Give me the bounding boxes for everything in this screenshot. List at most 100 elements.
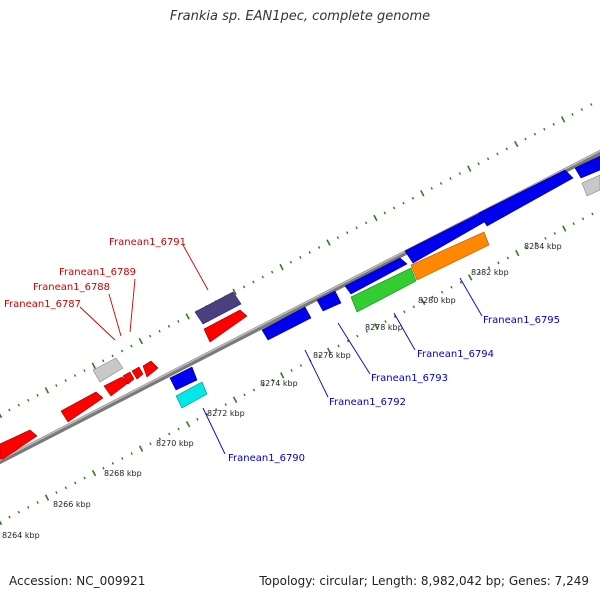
- minor-tick: [177, 427, 180, 431]
- gene-label-franean1-6793[interactable]: Franean1_6793: [371, 373, 448, 384]
- gene-arrow-red[interactable]: [131, 366, 144, 380]
- gene-arrow-red[interactable]: [122, 371, 135, 385]
- gene-arrow-red[interactable]: [0, 429, 38, 460]
- gene-label-franean1-6794[interactable]: Franean1_6794: [417, 349, 494, 360]
- minor-tick: [337, 344, 340, 348]
- gene-arrow-red[interactable]: [203, 309, 248, 343]
- minor-tick: [505, 147, 509, 151]
- major-tick: [562, 225, 567, 232]
- gene-label-franean1-6792[interactable]: Franean1_6792: [329, 397, 406, 408]
- gene-arrow-navy[interactable]: [194, 291, 242, 325]
- major-tick: [279, 263, 284, 271]
- gene-arrow-blue[interactable]: [344, 257, 408, 295]
- kbp-label: 8266 kbp: [53, 500, 91, 509]
- minor-tick: [336, 236, 340, 240]
- gene-label-franean1-6787[interactable]: Franean1_6787: [4, 299, 81, 310]
- minor-tick: [271, 378, 274, 382]
- gene-label-franean1-6791[interactable]: Franean1_6791: [109, 237, 186, 248]
- gene-label-franean1-6790[interactable]: Franean1_6790: [228, 453, 305, 464]
- minor-tick: [111, 461, 115, 465]
- minor-tick: [308, 250, 311, 254]
- genome-stats-text: Topology: circular; Length: 8,982,042 bp…: [259, 574, 589, 588]
- minor-tick: [167, 324, 171, 328]
- gene-arrow-grey[interactable]: [92, 357, 124, 383]
- minor-tick: [168, 432, 171, 436]
- gene-arrow-red[interactable]: [142, 360, 159, 378]
- minor-tick: [243, 393, 246, 397]
- lower-tick-track: [0, 212, 594, 526]
- major-tick: [0, 413, 3, 419]
- map-title: Frankia sp. EAN1pec, complete genome: [169, 9, 431, 24]
- minor-tick: [8, 515, 11, 519]
- minor-tick: [384, 320, 387, 323]
- minor-tick: [252, 280, 255, 284]
- gene-label-franean1-6795[interactable]: Franean1_6795: [483, 315, 560, 326]
- gene-arrow-orange[interactable]: [410, 231, 490, 281]
- upper-tick-track: [0, 103, 593, 419]
- major-tick: [420, 190, 425, 197]
- minor-tick: [525, 246, 528, 250]
- major-tick: [467, 274, 473, 281]
- kbp-label: 8272 kbp: [207, 409, 245, 418]
- minor-tick: [458, 172, 462, 175]
- gene-arrow-blue[interactable]: [261, 306, 312, 341]
- minor-tick: [581, 217, 585, 221]
- gene-arrow-red[interactable]: [60, 391, 104, 423]
- minor-tick: [543, 127, 546, 131]
- gene-label-franean1-6789[interactable]: Franean1_6789: [59, 267, 136, 278]
- gene-arrow-blue[interactable]: [478, 169, 574, 227]
- major-tick: [91, 362, 97, 369]
- kbp-label: 8274 kbp: [260, 379, 298, 388]
- kbp-label: 8282 kbp: [471, 268, 509, 277]
- minor-tick: [205, 412, 209, 416]
- minor-tick: [111, 354, 114, 358]
- minor-tick: [450, 285, 453, 289]
- minor-tick: [17, 510, 21, 514]
- minor-tick: [317, 246, 321, 249]
- minor-tick: [261, 275, 264, 279]
- minor-tick: [318, 354, 321, 358]
- minor-tick: [364, 221, 368, 225]
- minor-tick: [487, 266, 491, 270]
- gene-arrow-cyan[interactable]: [175, 381, 208, 409]
- gene-arrow-blue[interactable]: [316, 290, 342, 312]
- minor-tick: [121, 457, 124, 460]
- minor-tick: [356, 334, 359, 338]
- major-tick: [232, 288, 237, 296]
- minor-tick: [496, 152, 499, 156]
- gene-arrow-grey[interactable]: [581, 174, 600, 197]
- minor-tick: [552, 122, 555, 126]
- gene-arrow-red[interactable]: [103, 376, 129, 397]
- minor-tick: [64, 379, 67, 382]
- gene-arrow-blue[interactable]: [574, 155, 600, 179]
- minor-tick: [102, 359, 105, 363]
- minor-tick: [130, 452, 133, 455]
- minor-tick: [544, 236, 547, 240]
- minor-tick: [74, 481, 77, 485]
- minor-tick: [120, 349, 124, 353]
- gene-arrow-blue[interactable]: [169, 366, 198, 391]
- minor-tick: [346, 231, 349, 235]
- major-tick: [373, 214, 378, 222]
- minor-tick: [533, 132, 537, 136]
- minor-tick: [148, 334, 152, 338]
- minor-tick: [299, 255, 302, 259]
- minor-tick: [270, 270, 274, 274]
- minor-tick: [571, 113, 574, 116]
- minor-tick: [149, 442, 152, 446]
- kbp-label: 8270 kbp: [156, 439, 194, 448]
- minor-tick: [393, 315, 397, 319]
- kbp-label: 8280 kbp: [418, 296, 456, 305]
- minor-tick: [252, 388, 256, 392]
- kbp-label: 8264 kbp: [2, 531, 40, 540]
- gene-arrow-green[interactable]: [350, 267, 417, 313]
- minor-tick: [591, 212, 594, 216]
- gene-label-franean1-6788[interactable]: Franean1_6788: [33, 282, 110, 293]
- minor-tick: [383, 211, 387, 215]
- minor-tick: [402, 201, 405, 205]
- major-tick: [185, 421, 191, 428]
- major-tick: [91, 469, 97, 477]
- kbp-label: 8278 kbp: [365, 323, 403, 332]
- kbp-label: 8284 kbp: [524, 242, 562, 251]
